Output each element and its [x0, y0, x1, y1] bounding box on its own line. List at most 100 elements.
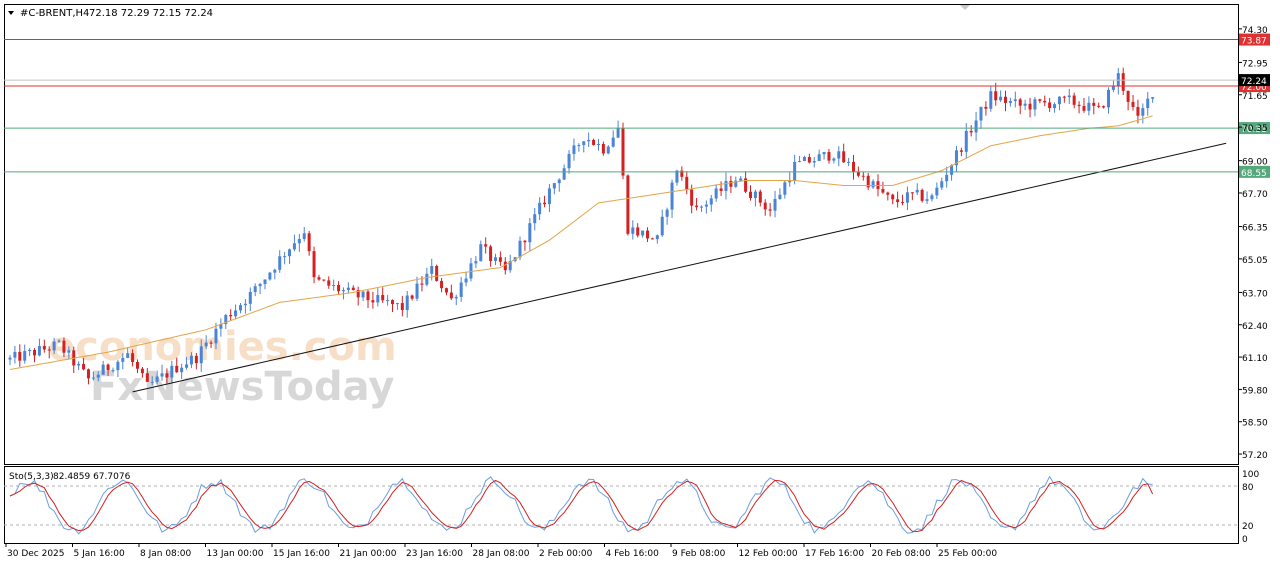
- candle-body: [518, 240, 522, 258]
- ohlc-readout: 72.18 72.29 72.15 72.24: [89, 8, 213, 19]
- candle: [243, 299, 247, 314]
- candle-body: [886, 192, 890, 195]
- candle-body: [601, 143, 605, 154]
- candle: [1097, 102, 1101, 109]
- candle-body: [1004, 96, 1008, 103]
- candle: [297, 233, 301, 252]
- candle: [1106, 87, 1110, 114]
- candle: [964, 123, 968, 159]
- candle: [1082, 98, 1086, 113]
- candle-body: [253, 286, 257, 293]
- candle: [596, 139, 600, 151]
- candle-body: [234, 310, 238, 317]
- candle: [57, 339, 61, 343]
- candle-body: [999, 96, 1003, 101]
- candle-body: [302, 233, 306, 239]
- candle: [753, 189, 757, 207]
- price-tick-label: 65.05: [1242, 256, 1268, 266]
- candle: [984, 101, 988, 116]
- candle: [1067, 88, 1071, 104]
- candle: [1131, 94, 1135, 111]
- candle: [224, 313, 228, 330]
- candle: [920, 188, 924, 203]
- candle: [136, 359, 140, 373]
- candle-body: [145, 373, 149, 382]
- candle: [547, 184, 551, 213]
- candle: [180, 363, 184, 380]
- moving-average-line: [9, 115, 1153, 370]
- candle-body: [410, 295, 414, 299]
- candle: [199, 339, 203, 372]
- candle: [744, 171, 748, 194]
- time-tick-label: 8 Jan 08:00: [140, 549, 192, 559]
- candle-body: [582, 141, 586, 146]
- candle: [675, 169, 679, 186]
- price-tick-label: 69.00: [1242, 158, 1268, 168]
- candle: [391, 299, 395, 313]
- candle-body: [479, 244, 483, 262]
- candle: [28, 348, 32, 357]
- menu-dropdown-icon: [8, 11, 14, 15]
- candle-body: [592, 139, 596, 145]
- candle: [469, 257, 473, 282]
- candle: [263, 279, 267, 290]
- candle-body: [86, 369, 90, 379]
- candle: [37, 338, 41, 357]
- candle: [1062, 95, 1066, 103]
- candle-body: [655, 235, 659, 240]
- candle-body: [744, 178, 748, 192]
- candle: [8, 354, 12, 366]
- candle-body: [572, 145, 576, 154]
- candle: [400, 295, 404, 317]
- price-tick-label: 61.10: [1242, 354, 1268, 364]
- candle: [67, 346, 71, 360]
- candle: [145, 367, 149, 382]
- current-price-label-bg: [1239, 74, 1270, 87]
- candle-body: [283, 256, 287, 258]
- candle: [945, 166, 949, 188]
- candle-body: [18, 351, 22, 361]
- candle: [606, 145, 610, 155]
- candle-body: [435, 265, 439, 281]
- candle: [185, 356, 189, 370]
- candle-body: [650, 238, 654, 240]
- candle-body: [278, 256, 282, 270]
- candle-body: [47, 349, 51, 351]
- candle-body: [925, 199, 929, 201]
- candle-body: [543, 202, 547, 205]
- candle-body: [1097, 105, 1101, 107]
- candle-body: [896, 199, 900, 203]
- candle-body: [155, 376, 159, 382]
- candle: [783, 180, 787, 199]
- candle-body: [802, 157, 806, 162]
- candle-body: [788, 180, 792, 183]
- candle-body: [758, 191, 762, 203]
- time-tick-label: 25 Feb 00:00: [938, 549, 997, 559]
- candle-body: [523, 240, 527, 243]
- candle-body: [1151, 97, 1155, 99]
- candle-body: [214, 328, 218, 344]
- candle-body: [131, 353, 135, 363]
- candle: [1008, 97, 1012, 107]
- candle-body: [1043, 100, 1047, 103]
- candle-body: [1111, 86, 1115, 90]
- candle: [288, 248, 292, 264]
- candle-body: [631, 227, 635, 234]
- price-tick-label: 67.70: [1242, 190, 1268, 200]
- candle: [1136, 99, 1140, 124]
- candle-body: [209, 342, 213, 344]
- candle: [1043, 95, 1047, 107]
- stochastic-main-line: [9, 475, 1153, 535]
- candle: [454, 294, 458, 306]
- candle: [435, 264, 439, 282]
- time-tick-label: 20 Feb 08:00: [872, 549, 931, 559]
- candle-body: [979, 106, 983, 121]
- candle: [33, 348, 37, 363]
- candle: [533, 207, 537, 231]
- candle-body: [1008, 101, 1012, 103]
- candle-body: [596, 143, 600, 145]
- candle-body: [82, 363, 86, 370]
